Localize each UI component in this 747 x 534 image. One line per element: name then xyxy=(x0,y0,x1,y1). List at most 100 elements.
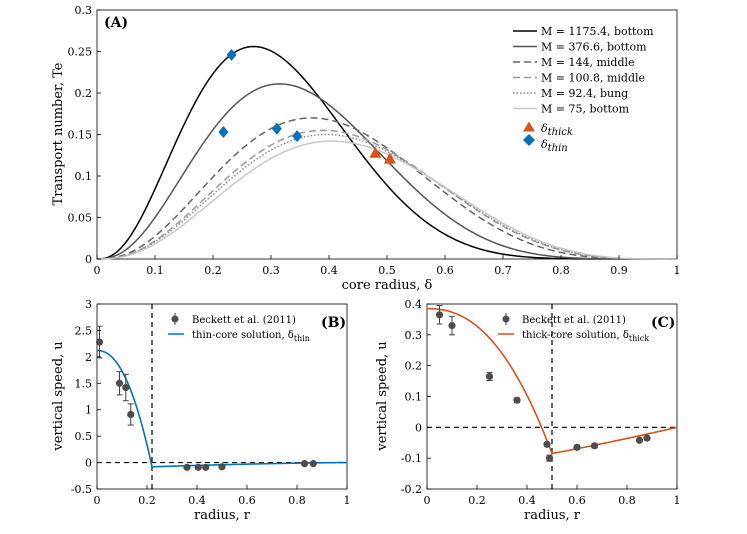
panel-b-data-point xyxy=(194,463,202,471)
panel-c-data-point xyxy=(485,372,494,381)
panel-c-ylabel: vertical speed, u xyxy=(375,341,390,451)
panel-c-ytick-label: 0.1 xyxy=(405,391,423,404)
delta-thick-marker xyxy=(383,152,396,164)
panel-b: 0 0.2 0.4 0.6 0.8 1 -0.500.511.522.53 (B) rad… xyxy=(51,298,351,523)
legend-c-line-text: thick-core solution, δthick xyxy=(522,330,649,343)
panel-a-xtick-label: 0.9 xyxy=(610,264,628,277)
legend-c-point-marker xyxy=(502,315,510,323)
legend-b-point-marker xyxy=(171,315,179,323)
delta-thick-marker xyxy=(369,146,382,158)
panel-b-ytick-label: 1.5 xyxy=(75,377,93,390)
delta-thin-marker xyxy=(292,130,303,143)
panel-b-xtick-label: 0.2 xyxy=(138,494,156,507)
panel-a-ytick-label: 0.3 xyxy=(75,4,93,17)
panel-c-ytick-label: 0 xyxy=(415,421,422,434)
legend-delta-thick: δthick xyxy=(541,122,573,138)
panel-a-legend: M = 1175.4, bottom M = 376.6, bottom M = 1… xyxy=(505,18,673,154)
panel-a: 0 0.1 0.2 0.3 0.4 0.5 0.6 0.7 0.8 0.9 1 0 0.05 0.1 0.… xyxy=(51,4,681,293)
legend-label-1: M = 1175.4, bottom xyxy=(541,25,654,38)
panel-a-xtick-label: 0.6 xyxy=(436,264,454,277)
panel-a-xtick-label: 0.7 xyxy=(494,264,512,277)
panel-b-data-point xyxy=(202,463,210,471)
legend-b-data-label: Beckett et al. (2011) xyxy=(192,315,296,326)
panel-a-xtick-label: 0.8 xyxy=(552,264,570,277)
panel-c-xtick-label: 0.6 xyxy=(568,494,586,507)
legend-delta-thick-marker xyxy=(523,121,535,132)
legend-b-line-sub: thin xyxy=(294,334,310,343)
legend-delta-thick-base: δ xyxy=(541,122,548,135)
panel-b-xtick-label: 0 xyxy=(94,494,101,507)
panel-b-data-point xyxy=(300,460,309,468)
panel-b-ytick-label: 2 xyxy=(85,351,92,364)
legend-delta-thin-base: δ xyxy=(541,138,548,151)
panel-b-data-point xyxy=(127,410,135,419)
legend-label-5: M = 92.4, bung xyxy=(541,87,628,100)
panel-c-data-point xyxy=(573,443,581,451)
panel-c-data-point xyxy=(545,454,554,462)
panel-c-xtick-label: 0 xyxy=(424,494,431,507)
panel-b-xtick-label: 0.6 xyxy=(238,494,256,507)
panel-c-data-point xyxy=(435,311,444,319)
panel-a-xtick-label: 1 xyxy=(674,264,681,277)
legend-b-line-text: thin-core solution, δthin xyxy=(192,330,310,343)
panel-c: 0 0.2 0.4 0.6 0.8 1 -0.2 -0.1 0 0.1 0.2 0.3 0.4 (C)… xyxy=(375,298,681,523)
legend-label-6: M = 75, bottom xyxy=(541,103,630,116)
panel-c-xtick-label: 0.4 xyxy=(518,494,536,507)
delta-thin-marker xyxy=(218,126,229,139)
panel-c-xlabel: radius, r xyxy=(524,508,581,523)
panel-b-data-point xyxy=(122,383,130,392)
panel-b-xtick-label: 0.8 xyxy=(288,494,306,507)
panel-b-data-point xyxy=(309,460,317,468)
panel-c-ytick-label: 0.2 xyxy=(405,360,423,373)
panel-a-xtick-label: 0.2 xyxy=(204,264,222,277)
series-line-4 xyxy=(96,129,677,260)
panel-c-data-point xyxy=(448,321,456,330)
panel-c-ytick-label: 0.4 xyxy=(405,298,423,311)
series-line-5 xyxy=(96,133,677,260)
panel-a-xtick-label: 0.3 xyxy=(262,264,280,277)
panel-a-ytick-label: 0.15 xyxy=(68,129,93,142)
panel-b-ytick-label: 0.5 xyxy=(75,430,93,443)
legend-c-data-label: Beckett et al. (2011) xyxy=(522,315,626,326)
panel-a-xtick-label: 0.4 xyxy=(320,264,338,277)
legend-label-4: M = 100.8, middle xyxy=(541,72,645,85)
panel-a-ytick-label: 0.1 xyxy=(75,170,93,183)
panel-c-data-point xyxy=(513,396,521,404)
legend-label-2: M = 376.6, bottom xyxy=(541,41,647,54)
panel-a-xtick-label: 0 xyxy=(94,264,101,277)
panel-c-data-point xyxy=(543,440,551,448)
panel-c-data-point xyxy=(635,436,644,444)
panel-c-solution-curve xyxy=(427,307,678,455)
panel-b-data-point xyxy=(218,463,226,471)
panel-b-xtick-label: 0.4 xyxy=(188,494,206,507)
panel-b-ytick-label: 0 xyxy=(85,457,92,470)
panel-a-ytick-label: 0.05 xyxy=(68,212,93,225)
panel-c-xtick-label: 1 xyxy=(674,494,681,507)
panel-b-data-point xyxy=(183,463,191,471)
legend-b-line-label: thin-core solution, δ xyxy=(192,330,294,341)
panel-c-ytick-label: 0.3 xyxy=(405,329,423,342)
panel-b-ytick-label: -0.5 xyxy=(71,483,92,496)
panel-b-xlabel: radius, r xyxy=(194,508,251,523)
panel-b-data-point xyxy=(95,338,104,346)
panel-b-data-point xyxy=(115,379,124,387)
panel-c-legend: Beckett et al. (2011) thick-core solutio… xyxy=(498,313,649,343)
panel-b-xtick-label: 1 xyxy=(344,494,351,507)
panel-a-label: (A) xyxy=(104,15,128,31)
legend-c-line-sub: thick xyxy=(629,334,649,343)
panel-b-ytick-label: 1 xyxy=(85,404,92,417)
panel-c-xtick-label: 0.8 xyxy=(618,494,636,507)
series-line-6 xyxy=(96,140,677,260)
legend-delta-thick-sub: thick xyxy=(548,127,573,138)
panel-a-ytick-label: 0 xyxy=(85,253,92,266)
panel-a-ytick-label: 0.25 xyxy=(68,46,93,59)
panel-c-ytick-label: -0.2 xyxy=(401,483,422,496)
panel-a-legend-box xyxy=(505,18,673,142)
panel-c-data-point xyxy=(590,442,599,450)
panel-b-label: (B) xyxy=(321,315,346,331)
panel-b-solution-curve xyxy=(96,349,347,468)
panel-b-ytick-label: 2.5 xyxy=(75,324,93,337)
panel-c-ytick-label: -0.1 xyxy=(401,452,422,465)
panel-b-ytick-label: 3 xyxy=(85,298,92,311)
